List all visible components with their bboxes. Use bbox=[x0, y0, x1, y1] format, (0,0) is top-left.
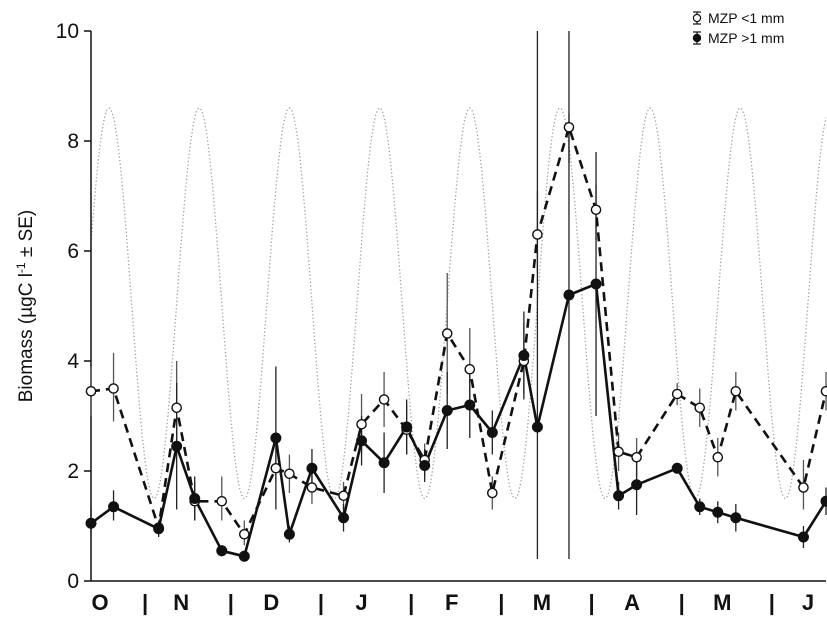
data-point-large bbox=[378, 457, 390, 469]
x-tick-label: N bbox=[173, 590, 189, 615]
data-point-large bbox=[590, 278, 602, 290]
data-point-small bbox=[239, 528, 250, 540]
data-point-small bbox=[171, 402, 182, 414]
data-point-small bbox=[694, 402, 706, 414]
x-tick-label: M bbox=[533, 590, 551, 615]
x-tick-label: F bbox=[445, 590, 458, 615]
data-point-large bbox=[306, 462, 318, 474]
data-point-small bbox=[730, 385, 742, 397]
legend-marker bbox=[692, 33, 702, 43]
series-line-large bbox=[90, 282, 827, 558]
legend-label: MZP >1 mm bbox=[708, 30, 784, 46]
wave-line bbox=[90, 107, 827, 500]
y-axis-label-tail: ± SE) bbox=[16, 210, 37, 263]
data-point-large bbox=[338, 512, 350, 524]
data-point-small bbox=[216, 495, 228, 507]
x-separator: | bbox=[408, 590, 414, 615]
data-point-large bbox=[441, 405, 453, 417]
labels: 0 2 4 6 8 10 Biomass (µgC l-1 ± SE) O N D J F M A M J | |… bbox=[14, 20, 814, 615]
x-separator: | bbox=[498, 590, 504, 615]
data-point-small bbox=[487, 487, 498, 499]
legend-marker bbox=[692, 13, 702, 23]
data-point-small bbox=[338, 490, 349, 502]
y-tick-label: 6 bbox=[67, 240, 79, 263]
data-point-small bbox=[563, 121, 575, 133]
data-point-large bbox=[563, 289, 575, 301]
data-point-small bbox=[590, 204, 602, 216]
data-point-large bbox=[189, 493, 201, 505]
data-point-large bbox=[694, 501, 706, 513]
data-point-small bbox=[820, 385, 827, 397]
data-point-small bbox=[108, 383, 119, 394]
data-point-small bbox=[671, 388, 683, 400]
data-point-large bbox=[171, 440, 183, 452]
x-tick-label: J bbox=[802, 590, 814, 615]
axes bbox=[84, 30, 826, 582]
data-point-small bbox=[798, 482, 809, 493]
y-axis-label-superscript: -1 bbox=[14, 262, 28, 273]
data-point-large bbox=[85, 517, 97, 529]
data-point-small bbox=[284, 468, 295, 480]
data-point-small bbox=[464, 363, 476, 375]
data-point-small bbox=[441, 328, 453, 339]
data-point-large bbox=[613, 490, 625, 502]
x-separator: | bbox=[769, 590, 775, 615]
x-separator: | bbox=[228, 590, 234, 615]
x-tick-label: J bbox=[355, 590, 367, 615]
data-point-small bbox=[356, 418, 367, 430]
data-point-large bbox=[464, 399, 476, 411]
data-point-large bbox=[356, 435, 368, 447]
y-axis-label: Biomass (µgC l-1 ± SE) bbox=[14, 210, 37, 403]
data-point-large bbox=[671, 462, 683, 474]
data-point-large bbox=[270, 432, 282, 444]
data-point-small bbox=[378, 394, 390, 405]
data-point-large bbox=[820, 495, 827, 507]
data-point-small bbox=[631, 451, 642, 463]
x-separator: | bbox=[318, 590, 324, 615]
x-tick-label: D bbox=[263, 590, 279, 615]
data-point-small bbox=[712, 451, 724, 463]
y-tick-label: 2 bbox=[67, 460, 79, 483]
legend-label: MZP <1 mm bbox=[708, 10, 784, 26]
legend: MZP <1 mm MZP >1 mm bbox=[692, 10, 784, 46]
series-layer bbox=[85, 31, 827, 562]
data-point-large bbox=[518, 350, 530, 362]
y-tick-label: 8 bbox=[67, 130, 79, 153]
data-point-large bbox=[797, 531, 809, 543]
data-point-large bbox=[419, 460, 431, 472]
y-tick-label: 10 bbox=[56, 20, 79, 43]
data-point-large bbox=[283, 528, 295, 540]
x-separator: | bbox=[588, 590, 594, 615]
data-point-small bbox=[270, 462, 282, 474]
data-point-large bbox=[238, 550, 250, 562]
data-point-large bbox=[216, 545, 228, 557]
data-point-large bbox=[531, 421, 543, 433]
data-point-small bbox=[306, 482, 318, 493]
x-separator: | bbox=[679, 590, 685, 615]
y-axis-label-main: Biomass (µgC l bbox=[16, 273, 37, 402]
y-tick-label: 4 bbox=[67, 350, 79, 373]
y-tick-label: 0 bbox=[67, 570, 79, 593]
data-point-large bbox=[108, 501, 120, 513]
data-point-large bbox=[153, 523, 165, 535]
data-point-large bbox=[401, 421, 413, 433]
data-point-small bbox=[613, 446, 624, 458]
data-point-large bbox=[631, 479, 643, 491]
x-tick-label: A bbox=[624, 590, 640, 615]
data-point-small bbox=[532, 229, 543, 240]
x-tick-label: M bbox=[713, 590, 731, 615]
data-point-small bbox=[85, 385, 97, 397]
x-tick-label: O bbox=[91, 590, 108, 615]
data-point-large bbox=[730, 512, 742, 524]
data-point-large bbox=[486, 427, 498, 439]
data-point-large bbox=[712, 506, 724, 518]
x-separator: | bbox=[142, 590, 148, 615]
background-wave bbox=[90, 107, 827, 500]
